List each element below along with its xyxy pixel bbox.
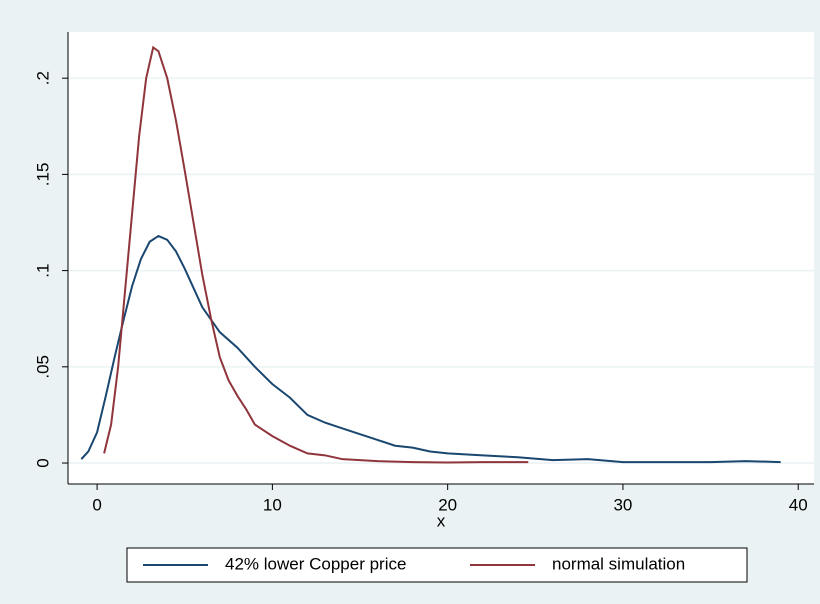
x-tick-label: 0 — [92, 495, 101, 514]
line-series — [80, 234, 781, 464]
y-tick-label: .2 — [33, 71, 52, 85]
y-tick-label: 0 — [33, 458, 52, 467]
legend-label: normal simulation — [552, 554, 685, 573]
y-tick-label: .05 — [33, 355, 52, 379]
x-tick-label: 40 — [789, 495, 808, 514]
plot-area — [68, 32, 814, 484]
x-tick-label: 10 — [263, 495, 282, 514]
legend-label: 42% lower Copper price — [225, 554, 406, 573]
line-series — [103, 45, 529, 464]
y-tick-label: .1 — [33, 264, 52, 278]
x-tick-label: 30 — [613, 495, 632, 514]
x-axis-label: x — [437, 511, 446, 530]
x-tick-label: 20 — [438, 495, 457, 514]
y-tick-label: .15 — [33, 163, 52, 187]
legend-box — [126, 547, 748, 583]
